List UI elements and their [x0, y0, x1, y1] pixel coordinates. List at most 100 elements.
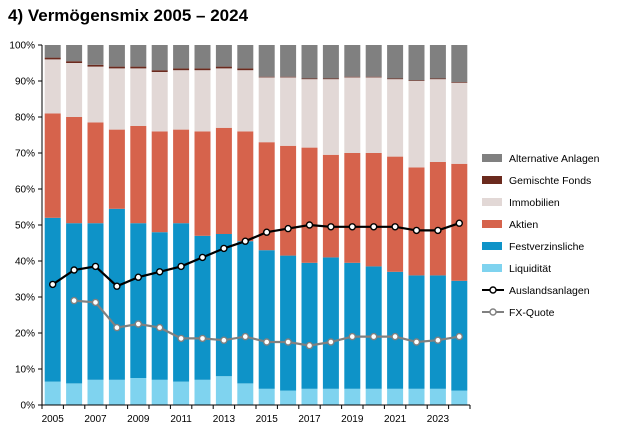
bar-liquiditat-2012: [194, 379, 211, 405]
bar-immobilien-2008: [108, 68, 125, 130]
bar-festverzinsliche-2015: [258, 250, 275, 389]
bar-aktien-2015: [258, 142, 275, 251]
bar-alternative-anlagen-2020: [365, 45, 382, 77]
bar-festverzinsliche-2017: [301, 262, 318, 389]
bar-gemischte-fonds-2018: [322, 78, 339, 80]
x-tick-label: 2015: [256, 414, 279, 425]
legend-swatch-festverzinsliche: [482, 242, 502, 250]
legend-label-liquiditat: Liquidität: [509, 263, 551, 275]
y-tick-label: 100%: [9, 41, 35, 52]
bar-aktien-2009: [130, 126, 147, 224]
bar-immobilien-2009: [130, 68, 147, 126]
point-auslandsanlagen-2023: [434, 226, 442, 235]
point-auslandsanlagen-2016: [284, 224, 292, 233]
bar-alternative-anlagen-2024: [451, 45, 468, 83]
point-fx-quote-2014: [241, 332, 250, 341]
bar-alternative-anlagen-2009: [130, 45, 147, 67]
point-fx-quote-2018: [327, 338, 335, 346]
bar-gemischte-fonds-2019: [344, 76, 361, 78]
point-auslandsanlagen-2011: [177, 262, 185, 271]
bar-aktien-2005: [44, 113, 61, 218]
bar-festverzinsliche-2021: [387, 271, 404, 389]
bar-immobilien-2018: [322, 79, 339, 155]
point-auslandsanlagen-2019: [348, 223, 356, 231]
point-auslandsanlagen-2012: [198, 253, 207, 262]
point-auslandsanlagen-2005: [49, 280, 57, 289]
line-layer: [49, 219, 463, 350]
bar-aktien-2016: [280, 145, 297, 256]
bar-liquiditat-2016: [280, 390, 297, 405]
x-tick-label: 2023: [427, 414, 450, 425]
bar-festverzinsliche-2016: [280, 255, 297, 391]
bar-gemischte-fonds-2023: [429, 78, 446, 80]
point-fx-quote-2012: [198, 334, 207, 343]
legend-label-alternative-anlagen: Alternative Anlagen: [509, 153, 600, 165]
bar-gemischte-fonds-2022: [408, 80, 425, 81]
bar-festverzinsliche-2013: [215, 234, 232, 377]
point-fx-quote-2022: [412, 338, 421, 346]
point-auslandsanlagen-2015: [263, 228, 271, 236]
legend-marker-auslandsanlagen: [489, 286, 497, 294]
bar-gemischte-fonds-2013: [215, 66, 232, 69]
point-auslandsanlagen-2022: [412, 226, 421, 235]
bar-gemischte-fonds-2009: [130, 66, 147, 69]
bar-gemischte-fonds-2008: [108, 66, 125, 69]
bar-immobilien-2014: [237, 70, 254, 132]
legend-swatch-alternative-anlagen: [482, 154, 502, 162]
bar-alternative-anlagen-2008: [108, 45, 125, 67]
x-tick-label: 2021: [384, 414, 407, 425]
bar-aktien-2010: [151, 131, 168, 233]
point-fx-quote-2010: [155, 323, 164, 332]
legend-label-gemischte-fonds: Gemischte Fonds: [509, 175, 591, 187]
x-tick-label: 2017: [298, 414, 321, 425]
point-fx-quote-2020: [370, 332, 378, 341]
legend-swatch-liquiditat: [482, 264, 502, 272]
y-tick-label: 90%: [15, 77, 35, 88]
bar-gemischte-fonds-2012: [194, 68, 211, 71]
bar-alternative-anlagen-2022: [408, 45, 425, 81]
bar-gemischte-fonds-2020: [365, 76, 382, 78]
bar-liquiditat-2013: [215, 376, 232, 405]
point-fx-quote-2011: [177, 334, 185, 343]
point-fx-quote-2009: [134, 320, 143, 328]
bar-festverzinsliche-2008: [108, 208, 125, 380]
bar-gemischte-fonds-2017: [301, 78, 318, 80]
bar-alternative-anlagen-2006: [66, 45, 83, 62]
bar-aktien-2013: [215, 127, 232, 234]
bar-alternative-anlagen-2005: [44, 45, 61, 58]
bar-liquiditat-2009: [130, 378, 147, 405]
bar-immobilien-2019: [344, 77, 361, 153]
y-tick-label: 0%: [21, 401, 36, 412]
bar-layer: [44, 45, 468, 405]
point-auslandsanlagen-2017: [305, 221, 314, 229]
bar-liquiditat-2024: [451, 390, 468, 405]
bar-alternative-anlagen-2017: [301, 45, 318, 79]
chart-title: 4) Vermögensmix 2005 – 2024: [8, 6, 249, 25]
y-tick-label: 50%: [15, 221, 35, 232]
bar-alternative-anlagen-2016: [280, 45, 297, 77]
bar-gemischte-fonds-2015: [258, 76, 275, 78]
point-fx-quote-2024: [455, 332, 463, 341]
bar-festverzinsliche-2023: [429, 275, 446, 389]
x-tick-label: 2013: [213, 414, 236, 425]
bar-alternative-anlagen-2018: [322, 45, 339, 79]
bar-alternative-anlagen-2012: [194, 45, 211, 69]
bar-immobilien-2007: [87, 66, 104, 123]
bar-immobilien-2023: [429, 79, 446, 162]
legend-label-festverzinsliche: Festverzinsliche: [509, 241, 584, 253]
legend-label-immobilien: Immobilien: [509, 197, 560, 209]
point-auslandsanlagen-2024: [455, 219, 463, 227]
point-auslandsanlagen-2010: [155, 268, 164, 276]
point-fx-quote-2008: [113, 323, 121, 332]
point-auslandsanlagen-2009: [134, 273, 143, 281]
y-tick-label: 10%: [15, 365, 35, 376]
bar-aktien-2020: [365, 153, 382, 267]
bar-liquiditat-2023: [429, 388, 446, 405]
point-auslandsanlagen-2008: [113, 282, 121, 290]
bar-aktien-2008: [108, 129, 125, 209]
bar-festverzinsliche-2009: [130, 223, 147, 378]
bar-aktien-2018: [322, 154, 339, 258]
bar-liquiditat-2020: [365, 388, 382, 405]
bar-immobilien-2005: [44, 59, 61, 114]
